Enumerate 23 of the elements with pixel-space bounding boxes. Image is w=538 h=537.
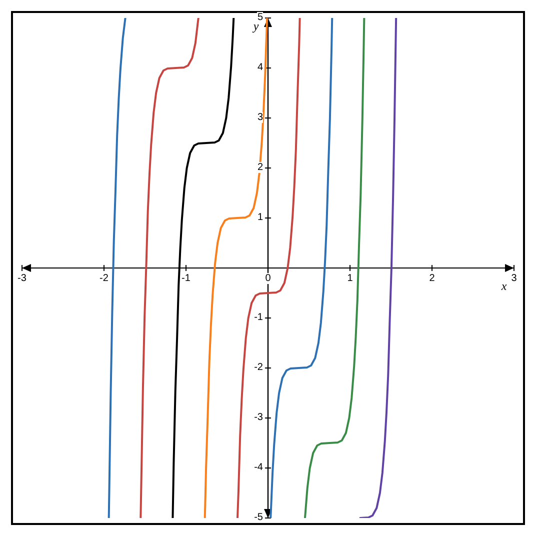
y-tick-label: 4 [257,62,263,73]
y-tick-label: 5 [257,12,263,23]
y-tick-label: 2 [257,162,263,173]
y-tick-label: 1 [257,212,263,223]
x-tick-label: -2 [100,273,108,284]
y-axis-title: y [252,19,260,33]
y-tick-label: -4 [254,462,263,473]
y-tick-label: -2 [254,362,263,373]
x-tick-label: -1 [182,273,190,284]
y-tick-label: -5 [254,512,263,523]
x-tick-label: 2 [429,273,435,284]
x-tick-label: -3 [18,273,26,284]
line-series [359,18,398,518]
x-tick-label: 1 [347,273,353,284]
y-tick-label: -1 [254,312,263,323]
x-tick-label: 3 [511,273,517,284]
x-axis-title: x [500,279,508,293]
y-tick-label: -3 [254,412,263,423]
line-series [140,18,200,518]
y-tick-label: 3 [257,112,263,123]
line-series [108,18,126,518]
x-tick-label: 0 [265,273,271,284]
line-series [304,18,366,518]
